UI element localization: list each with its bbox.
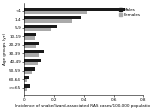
Bar <box>24 54 39 57</box>
Bar <box>24 42 39 45</box>
Bar <box>24 50 44 54</box>
X-axis label: Incidence of snake/lizard-associated RAS cases/100,000 population: Incidence of snake/lizard-associated RAS… <box>15 104 150 108</box>
Bar <box>24 84 30 88</box>
Bar <box>24 33 36 36</box>
Bar <box>24 16 81 19</box>
Bar <box>24 70 32 74</box>
Bar <box>24 8 125 11</box>
Bar <box>24 25 57 28</box>
Bar <box>24 45 36 48</box>
Bar <box>24 36 35 40</box>
Bar <box>24 19 72 23</box>
Bar <box>24 76 29 79</box>
Bar <box>24 79 27 82</box>
Bar <box>24 28 51 31</box>
Bar <box>24 59 41 62</box>
Legend: Males, Females: Males, Females <box>118 7 141 18</box>
Bar <box>24 62 38 65</box>
Bar <box>24 11 87 14</box>
Bar <box>24 67 35 70</box>
Y-axis label: Age groups (yr): Age groups (yr) <box>3 33 8 65</box>
Bar <box>24 88 27 91</box>
